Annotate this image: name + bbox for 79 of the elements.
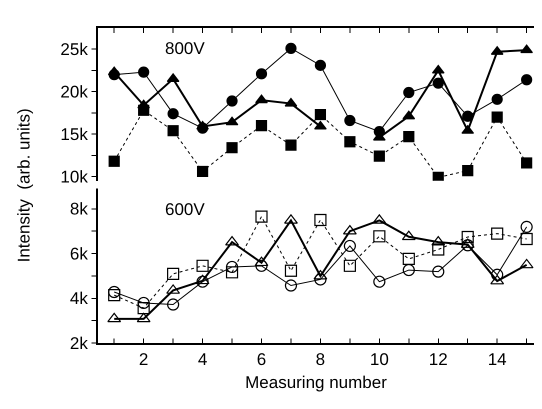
point — [166, 73, 180, 82]
y-tick-label: 10k — [60, 167, 88, 186]
y-tick-label: 25k — [60, 40, 88, 60]
point — [374, 150, 385, 162]
point — [432, 64, 445, 74]
point — [492, 94, 503, 105]
point — [108, 156, 120, 167]
x-tick-label: 4 — [198, 350, 208, 370]
point — [402, 264, 415, 276]
point — [403, 86, 414, 98]
point — [256, 68, 268, 80]
point — [344, 240, 356, 252]
point — [285, 42, 297, 54]
point — [138, 296, 150, 310]
y-tick-label: 4k — [70, 289, 88, 308]
point — [314, 120, 327, 130]
point — [432, 172, 444, 181]
point — [226, 142, 238, 154]
point — [432, 243, 444, 256]
point — [108, 286, 120, 298]
point — [167, 268, 180, 280]
point — [344, 260, 356, 272]
point — [521, 157, 532, 169]
point — [314, 214, 327, 226]
point — [314, 108, 326, 120]
y-axis-title: Intensity (arb. units) — [14, 108, 34, 262]
point — [167, 298, 180, 311]
y-tick-label: 15k — [60, 125, 88, 144]
point — [196, 260, 209, 272]
x-tick-label: 6 — [256, 350, 266, 370]
point — [521, 74, 532, 86]
point — [520, 44, 534, 54]
point — [284, 279, 298, 292]
point — [492, 112, 503, 123]
point — [256, 120, 268, 132]
x-axis-title: Measuring number — [245, 373, 388, 392]
point — [168, 108, 179, 120]
x-tick-label: 14 — [488, 350, 507, 370]
point — [314, 60, 326, 71]
x-tick-label: 2 — [138, 350, 148, 370]
point — [196, 120, 209, 130]
point — [344, 136, 356, 148]
point — [344, 114, 356, 126]
x-tick-label: 8 — [316, 350, 326, 370]
y-tick-label: 2k — [70, 334, 88, 353]
x-tick-label: 10 — [370, 350, 389, 370]
point — [432, 266, 444, 278]
point — [520, 220, 533, 233]
point — [462, 230, 474, 244]
point — [284, 214, 298, 224]
point — [284, 98, 298, 107]
point — [462, 164, 474, 176]
point — [108, 289, 120, 302]
point — [226, 266, 238, 278]
point — [284, 264, 298, 277]
point — [402, 252, 415, 265]
point — [196, 166, 208, 178]
point — [432, 78, 444, 89]
y-tick-label: 20k — [60, 82, 88, 102]
point — [226, 95, 238, 107]
point — [285, 140, 297, 151]
point — [254, 256, 268, 266]
point — [168, 125, 179, 136]
point — [138, 66, 150, 78]
point — [255, 210, 268, 223]
point — [226, 260, 238, 274]
point — [138, 104, 150, 116]
point — [520, 232, 533, 246]
annotation: 600V — [165, 200, 206, 219]
point — [462, 110, 474, 122]
annotation: 800V — [165, 39, 206, 58]
point — [373, 276, 386, 288]
point — [403, 131, 414, 142]
point — [491, 228, 504, 240]
x-tick-label: 12 — [428, 350, 448, 370]
y-tick-label: 8k — [70, 200, 88, 219]
y-tick-label: 6k — [70, 244, 88, 264]
point — [373, 230, 386, 242]
point — [138, 302, 150, 314]
